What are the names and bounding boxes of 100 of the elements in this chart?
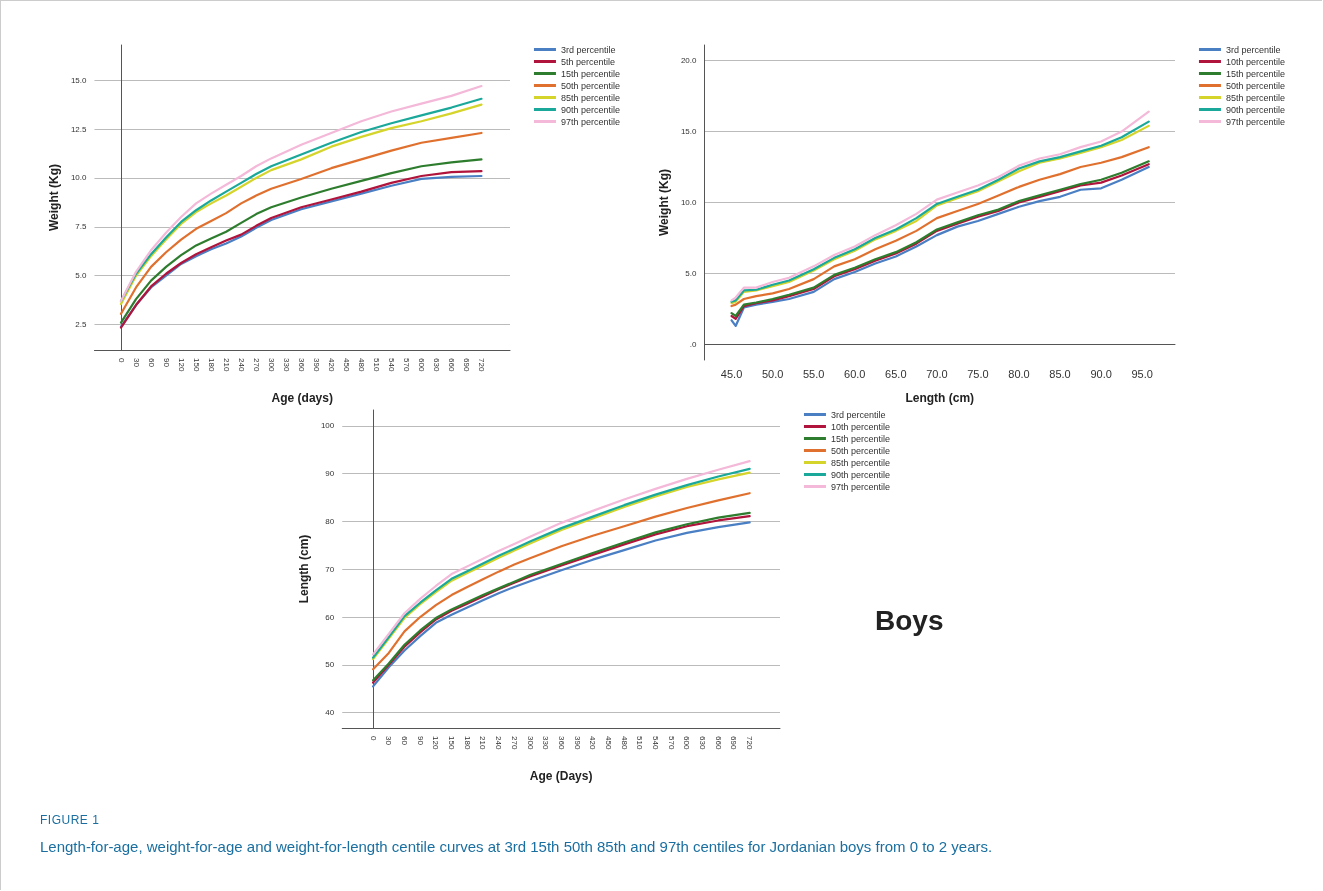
x-tick-label: 180 <box>206 358 216 372</box>
legend-label: 97th percentile <box>1225 116 1286 127</box>
x-tick-label: 510 <box>371 358 381 372</box>
legend-label: 10th percentile <box>1225 56 1286 67</box>
legend-label: 50th percentile <box>1225 80 1286 91</box>
y-tick-label: 5.0 <box>685 268 698 278</box>
y-tick-label: 40 <box>325 708 335 718</box>
x-tick-label: 360 <box>556 736 566 750</box>
legend-label: 97th percentile <box>560 116 621 127</box>
x-tick-label: 0 <box>116 358 126 363</box>
x-tick-label: 240 <box>494 736 504 750</box>
x-tick-label: 85.0 <box>1049 367 1071 380</box>
legend-label: 90th percentile <box>830 469 891 480</box>
x-tick-label: 660 <box>446 358 456 372</box>
x-tick-label: 690 <box>729 736 739 750</box>
x-tick-label: 480 <box>356 358 366 372</box>
x-tick-label: 330 <box>541 736 551 750</box>
caption: FIGURE 1 <box>40 813 100 827</box>
x-axis-title: Age (Days) <box>529 769 593 783</box>
x-tick-label: 120 <box>176 358 186 372</box>
x-tick-label: 50.0 <box>761 367 784 380</box>
x-tick-label: 300 <box>525 736 535 750</box>
x-tick-label: 420 <box>588 736 598 750</box>
text: Length-for-age, weight-for-age and weight-for-length centile curves at 3rd 15th 50th 85th and 97th centiles for Jordanian boys from 0 to 2 years. <box>40 838 993 855</box>
x-tick-label: 150 <box>191 358 201 372</box>
x-tick-label: 330 <box>281 358 291 372</box>
y-tick-label: 90 <box>325 469 335 479</box>
x-tick-label: 75.0 <box>967 367 989 380</box>
y-tick-label: 5.0 <box>75 271 88 281</box>
legend-label: 15th percentile <box>560 68 621 79</box>
y-tick-label: 15.0 <box>70 75 88 85</box>
x-tick-label: 120 <box>431 736 441 750</box>
x-tick-label: 690 <box>461 358 471 372</box>
x-tick-label: 150 <box>447 736 457 750</box>
x-tick-label: 0 <box>368 736 378 741</box>
line-series <box>119 131 483 315</box>
legend-label: 5th percentile <box>560 56 616 67</box>
y-tick-label: 10.0 <box>680 198 698 207</box>
y-tick-label: 20.0 <box>680 56 698 66</box>
x-tick-label: 450 <box>603 736 613 750</box>
x-tick-label: 390 <box>311 358 321 372</box>
y-tick-label: 10.0 <box>70 173 88 183</box>
x-tick-label: 210 <box>478 736 488 750</box>
x-tick-label: 360 <box>296 358 306 372</box>
y-tick-label: 100 <box>320 421 335 431</box>
x-tick-label: 480 <box>619 736 629 750</box>
legend-label: 3rd percentile <box>560 44 616 55</box>
y-axis-title: Weight (Kg) <box>47 163 61 232</box>
legend-label: 97th percentile <box>830 481 891 492</box>
x-tick-label: 630 <box>698 736 708 750</box>
x-tick-label: 30 <box>131 358 141 368</box>
y-tick-label: .0 <box>689 339 698 349</box>
legend-label: 3rd percentile <box>830 409 886 420</box>
x-tick-label: 540 <box>386 358 396 372</box>
legend-label: 90th percentile <box>560 104 621 115</box>
y-axis-title: Length (cm) <box>297 534 311 604</box>
legend-label: 90th percentile <box>1225 104 1286 115</box>
y-axis-title: Weight (Kg) <box>657 168 671 237</box>
x-tick-label: 70.0 <box>926 367 948 380</box>
x-tick-label: 720 <box>476 358 486 372</box>
x-tick-label: 270 <box>509 736 519 750</box>
x-tick-label: 420 <box>326 358 336 372</box>
legend-label: 50th percentile <box>560 80 621 91</box>
x-tick-label: 600 <box>682 736 692 750</box>
text: Boys <box>875 605 944 637</box>
legend-label: 10th percentile <box>830 421 891 432</box>
x-tick-label: 240 <box>236 358 246 372</box>
x-tick-label: 570 <box>401 358 411 372</box>
x-tick-label: 540 <box>651 736 661 750</box>
y-tick-label: 7.5 <box>75 222 88 232</box>
x-tick-label: 570 <box>666 736 676 750</box>
x-tick-label: 660 <box>713 736 723 750</box>
y-tick-label: 12.5 <box>70 124 88 134</box>
legend-label: 85th percentile <box>560 92 621 103</box>
x-tick-label: 450 <box>341 358 351 372</box>
x-tick-label: 80.0 <box>1008 367 1030 380</box>
legend-label: 3rd percentile <box>1225 44 1281 55</box>
x-axis-title: Length (cm) <box>905 391 975 405</box>
legend-label: 50th percentile <box>830 445 891 456</box>
x-tick-label: 210 <box>221 358 231 372</box>
x-tick-label: 90 <box>161 358 171 368</box>
x-tick-label: 630 <box>431 358 441 372</box>
x-tick-label: 180 <box>462 736 472 750</box>
legend-label: 15th percentile <box>1225 68 1286 79</box>
x-tick-label: 60 <box>399 736 409 746</box>
y-tick-label: 70 <box>325 564 335 574</box>
y-tick-label: 60 <box>325 612 335 622</box>
x-tick-label: 600 <box>416 358 426 372</box>
y-tick-label: 2.5 <box>75 320 88 330</box>
x-tick-label: 90.0 <box>1090 367 1112 380</box>
legend-label: 85th percentile <box>830 457 891 468</box>
x-tick-label: 45.0 <box>720 367 743 380</box>
x-axis-title: Age (days) <box>271 391 333 405</box>
y-tick-label: 15.0 <box>680 127 698 137</box>
y-tick-label: 50 <box>325 660 335 670</box>
legend-label: 85th percentile <box>1225 92 1286 103</box>
y-tick-label: 80 <box>325 516 335 526</box>
x-tick-label: 65.0 <box>885 367 907 380</box>
x-tick-label: 55.0 <box>802 367 825 380</box>
x-tick-label: 300 <box>266 358 276 372</box>
